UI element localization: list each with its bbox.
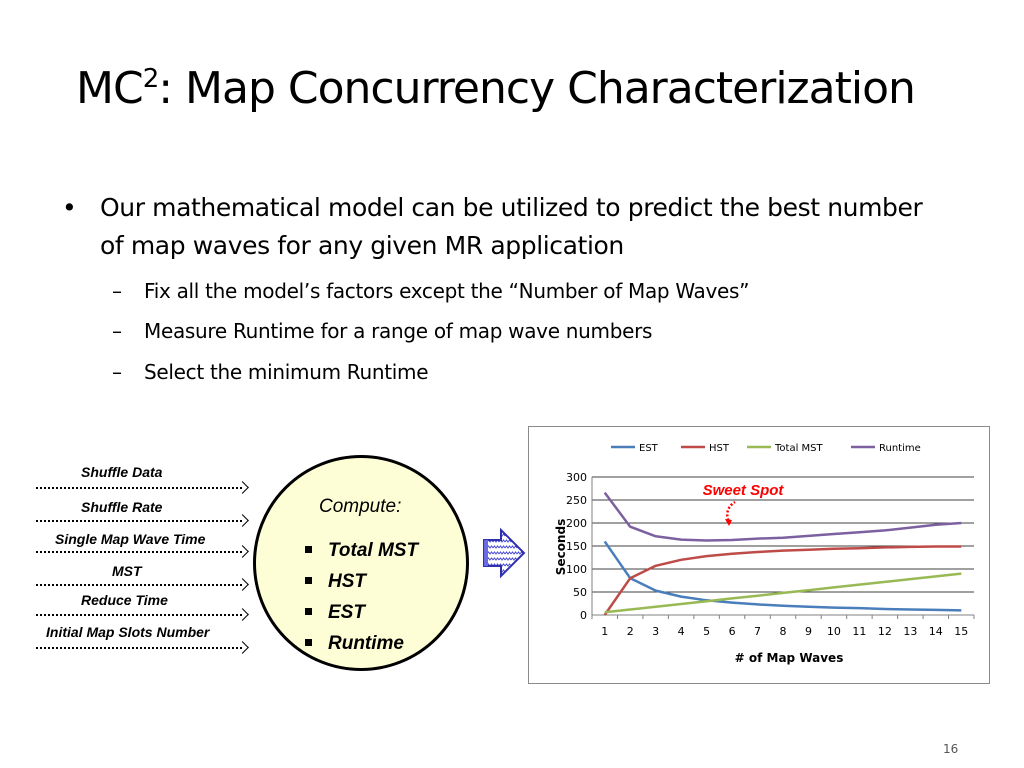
legend-label: Total MST	[774, 443, 824, 454]
y-tick-label: 250	[566, 494, 587, 507]
input-label-shuffle-rate: Shuffle Rate	[81, 499, 163, 515]
main-bullet-text: Our mathematical model can be utilized t…	[100, 193, 923, 260]
series-line-hst	[603, 545, 962, 616]
right-arrow-icon	[483, 527, 526, 579]
arrow-head-icon	[236, 641, 249, 654]
compute-item-label: EST	[328, 602, 365, 623]
input-label-initial-map-slots-number: Initial Map Slots Number	[46, 624, 210, 640]
sub-bullet-text: Fix all the model’s factors except the “…	[144, 279, 750, 303]
sub-bullet-dash: –	[112, 279, 122, 303]
title-rest: : Map Concurrency Characterization	[158, 63, 916, 114]
compute-title: Compute:	[319, 496, 402, 517]
x-tick-label: 7	[754, 625, 761, 638]
title-superscript: 2	[142, 64, 160, 94]
sweet-spot-arrow-icon	[725, 500, 736, 526]
compute-circle: Compute: Total MST HST EST Runtime	[253, 455, 469, 671]
bullet-dot: •	[62, 193, 77, 222]
x-tick-label: 13	[903, 625, 917, 638]
title-prefix: MC	[76, 63, 144, 114]
arrow-head-icon	[236, 514, 249, 527]
y-axis-title: Seconds	[554, 519, 568, 575]
x-tick-label: 15	[954, 625, 968, 638]
arrow-head-icon	[236, 545, 249, 558]
slide-title: MC2: Map Concurrency Characterization	[76, 63, 916, 114]
input-label-mst: MST	[112, 563, 142, 579]
sub-bullet-dash: –	[112, 319, 122, 343]
square-bullet-icon	[305, 608, 312, 615]
sub-bullet-dash: –	[112, 360, 122, 384]
legend-label: EST	[639, 443, 659, 454]
runtime-chart: EST HST Total MST Runtime 0 50 100 150 200 250 30…	[528, 426, 990, 684]
input-label-single-map-wave-time: Single Map Wave Time	[55, 531, 206, 547]
sub-bullet-text: Select the minimum Runtime	[144, 360, 429, 384]
y-tick-label: 0	[580, 609, 587, 622]
square-bullet-icon	[305, 546, 312, 553]
compute-item-label: HST	[328, 571, 366, 592]
legend-label: HST	[709, 443, 730, 454]
arrow-head-icon	[236, 578, 249, 591]
arrow-head-icon	[236, 608, 249, 621]
x-tick-label: 1	[601, 625, 608, 638]
x-tick-label: 14	[929, 625, 943, 638]
compute-item-total-mst: Total MST	[305, 540, 418, 562]
square-bullet-icon	[305, 577, 312, 584]
chart-series	[603, 491, 962, 616]
dotted-arrow-line	[36, 614, 242, 616]
series-line-total-mst	[604, 572, 962, 614]
sub-bullet-text: Measure Runtime for a range of map wave …	[144, 319, 653, 343]
series-line-runtime	[603, 491, 962, 542]
y-tick-label: 300	[566, 471, 587, 484]
compute-item-hst: HST	[305, 571, 366, 593]
x-tick-label: 8	[780, 625, 787, 638]
x-tick-label: 6	[729, 625, 736, 638]
sweet-spot-arrow-curve	[726, 500, 736, 525]
dotted-arrow-line	[36, 647, 242, 649]
page-number: 16	[943, 742, 959, 756]
x-tick-label: 2	[627, 625, 634, 638]
compute-item-runtime: Runtime	[305, 633, 404, 655]
y-tick-label: 50	[573, 586, 587, 599]
dotted-arrow-line	[36, 520, 242, 522]
input-label-reduce-time: Reduce Time	[81, 592, 168, 608]
square-bullet-icon	[305, 639, 312, 646]
x-tick-label: 5	[703, 625, 710, 638]
x-tick-label: 9	[805, 625, 812, 638]
x-tick-label: 4	[678, 625, 685, 638]
y-tick-label: 200	[566, 517, 587, 530]
x-tick-label: 12	[878, 625, 892, 638]
x-tick-label: 11	[852, 625, 866, 638]
y-tick-label: 150	[566, 540, 587, 553]
compute-item-label: Runtime	[328, 633, 404, 654]
x-tick-label: 10	[827, 625, 841, 638]
input-factor-list: Shuffle Data Shuffle Rate Single Map Wav…	[36, 463, 251, 663]
dotted-arrow-line	[36, 551, 242, 553]
x-tick-label: 3	[652, 625, 659, 638]
series-line-est	[603, 540, 962, 612]
dotted-arrow-line	[36, 487, 242, 489]
y-tick-label: 100	[566, 563, 587, 576]
dotted-arrow-line	[36, 584, 242, 586]
sweet-spot-annotation: Sweet Spot	[703, 482, 785, 499]
compute-item-label: Total MST	[328, 540, 419, 561]
sweet-spot-arrow-head	[725, 519, 732, 526]
chart-legend: EST HST Total MST Runtime	[611, 443, 921, 454]
input-label-shuffle-data: Shuffle Data	[81, 464, 163, 480]
chart-canvas: EST HST Total MST Runtime 0 50 100 150 200 250 30…	[554, 443, 975, 665]
compute-item-est: EST	[305, 602, 365, 624]
legend-label: Runtime	[879, 443, 921, 454]
x-axis-title: # of Map Waves	[735, 651, 844, 665]
arrow-head-icon	[236, 481, 249, 494]
